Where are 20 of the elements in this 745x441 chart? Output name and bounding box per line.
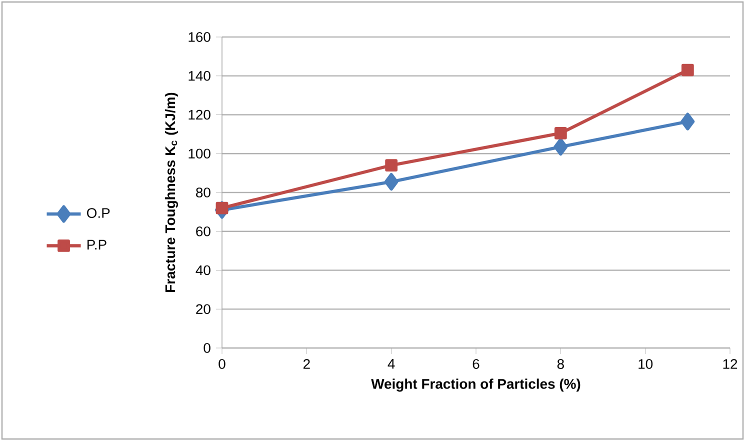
y-tick-label: 60 <box>196 226 210 236</box>
y-tick-label: 160 <box>188 32 210 42</box>
x-tick-label: 0 <box>218 359 226 369</box>
y-tick-label: 120 <box>188 110 210 120</box>
y-tick-label: 40 <box>196 265 210 276</box>
x-tick-label: 4 <box>388 359 395 369</box>
x-tick-label: 2 <box>303 359 310 369</box>
y-tick-label: 20 <box>196 304 210 314</box>
x-axis-title: Weight Fraction of Particles (%) <box>371 378 580 392</box>
y-tick-label: 100 <box>188 148 210 159</box>
legend-label: P.P <box>88 240 106 250</box>
y-tick-label: 140 <box>188 70 210 81</box>
y-tick-label: 0 <box>204 343 210 353</box>
x-tick-label: 8 <box>557 359 564 369</box>
x-tick-label: 12 <box>723 359 738 369</box>
x-tick-label: 10 <box>638 359 653 369</box>
x-tick-label: 6 <box>472 359 480 369</box>
legend-label: O.P <box>87 208 110 218</box>
y-axis-title: Fracture Toughness K$_{c}$ (KJ/m) <box>164 92 178 292</box>
y-tick-label: 80 <box>196 188 210 198</box>
